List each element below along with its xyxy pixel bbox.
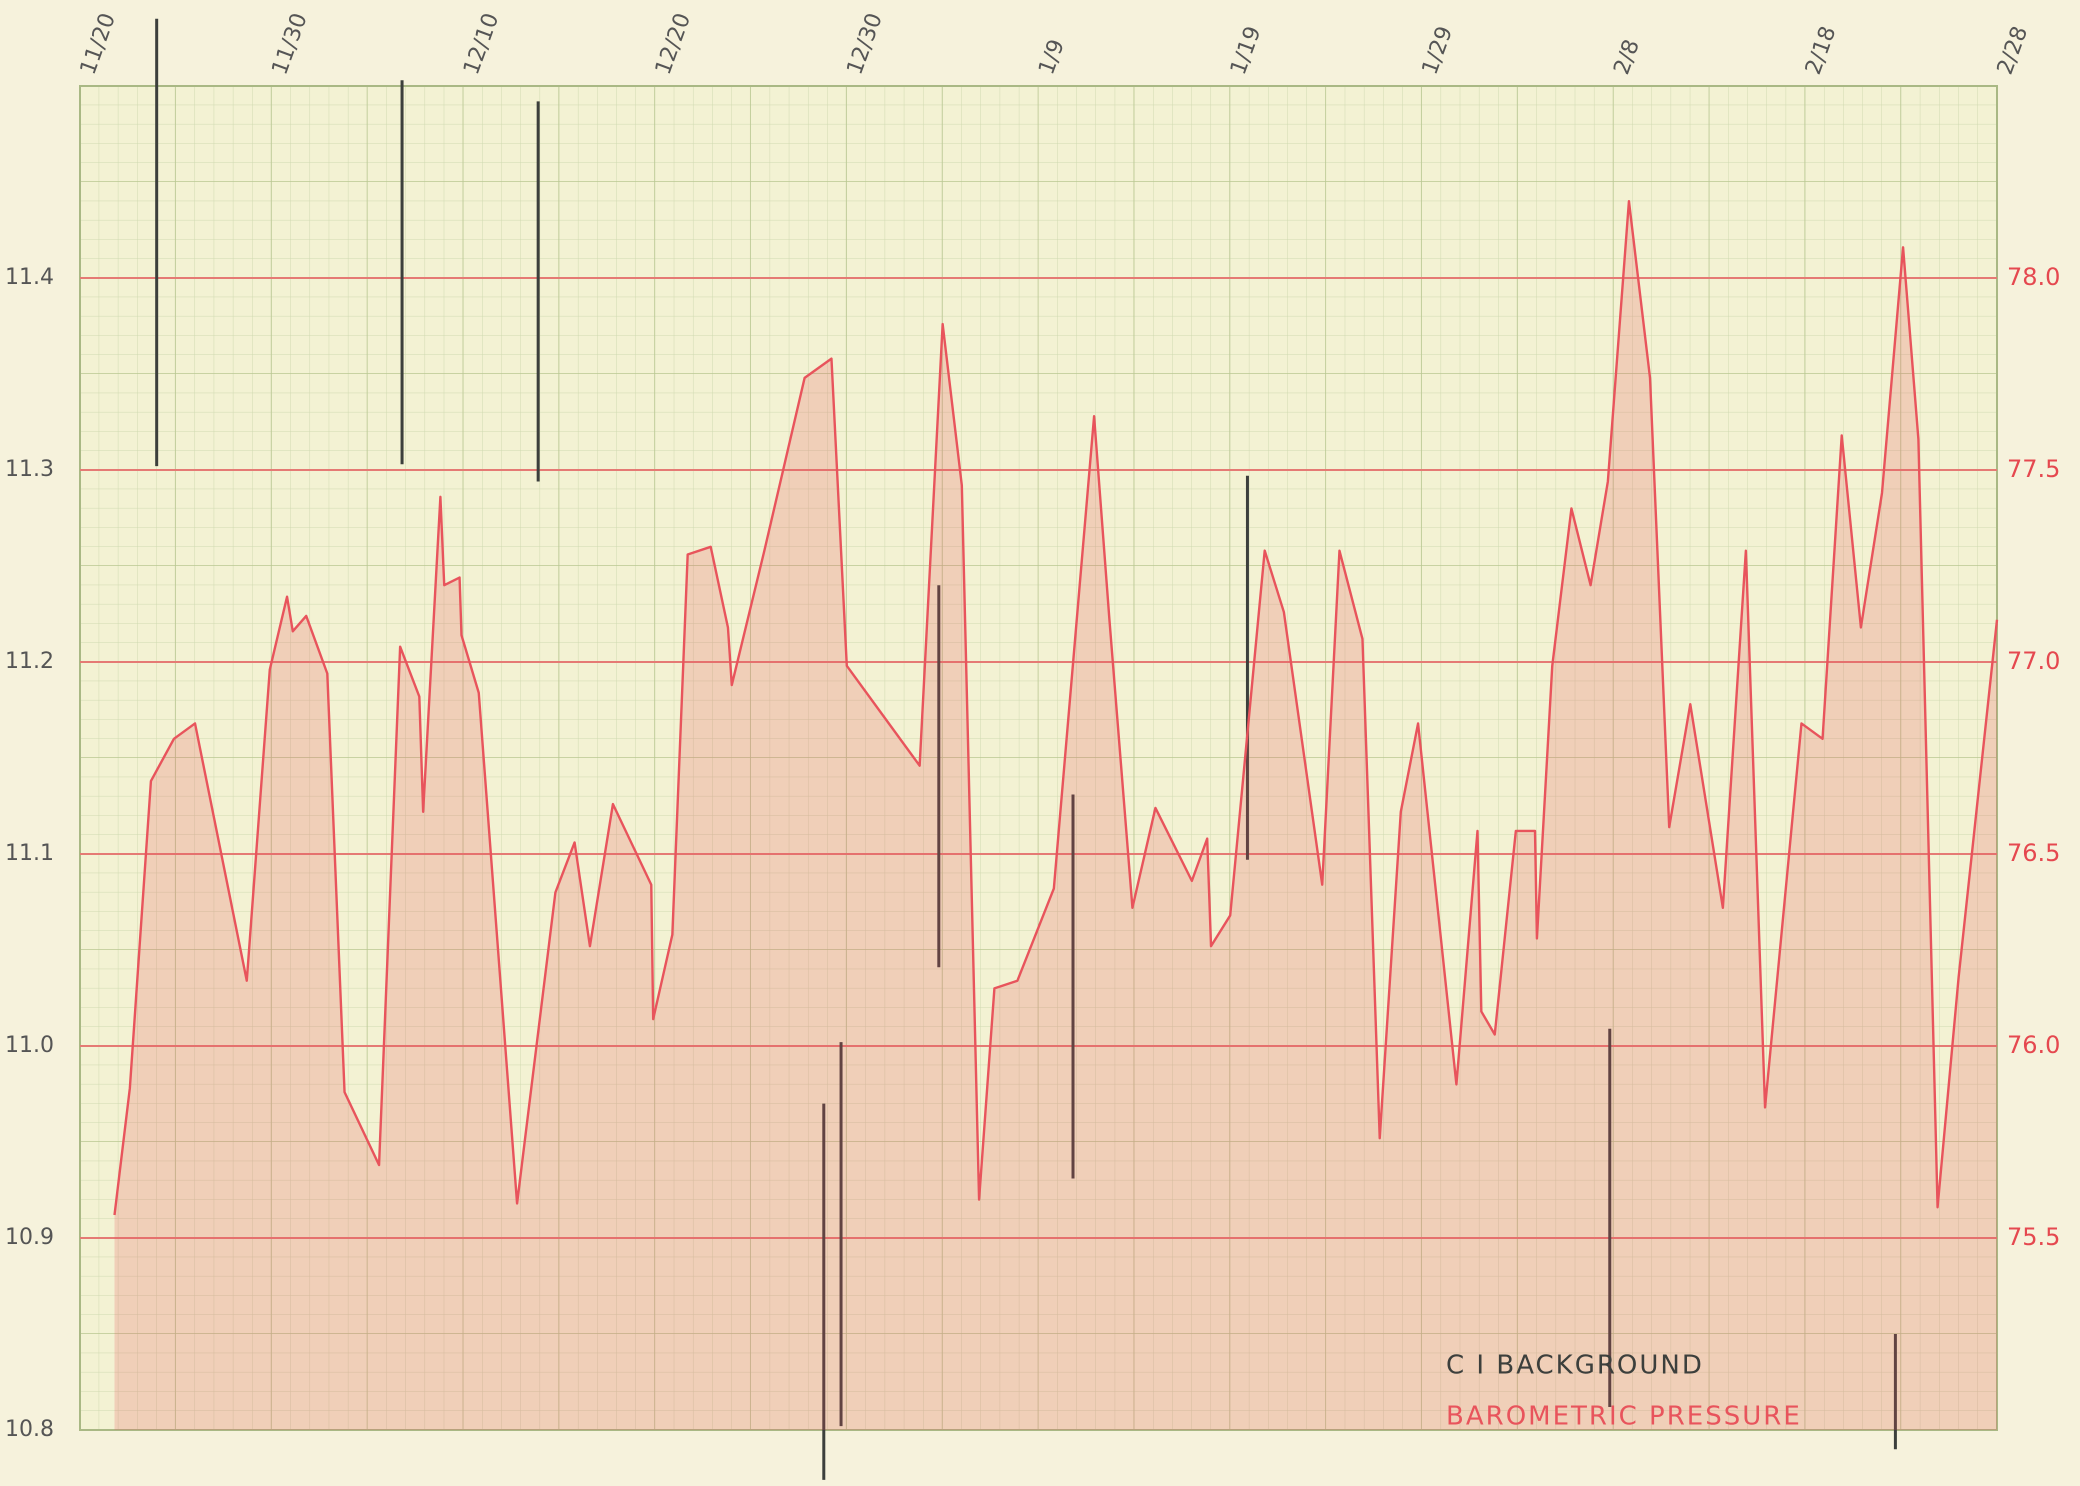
y2-tick-label: 78.0 xyxy=(2007,263,2060,291)
y-tick-label: 11.4 xyxy=(5,265,54,290)
y2-tick-label: 77.5 xyxy=(2007,455,2060,483)
y2-tick-label: 76.0 xyxy=(2007,1031,2060,1059)
line xyxy=(113,199,1999,1216)
legend-label: BAROMETRIC PRESSURE xyxy=(1446,1402,1802,1432)
y-tick-label: 11.0 xyxy=(5,1033,54,1058)
graph-paper-major xyxy=(80,86,1997,1430)
y-tick-label: 11.1 xyxy=(5,841,54,866)
legend-label: C I BACKGROUND xyxy=(1446,1351,1704,1381)
y2-tick-label: 76.5 xyxy=(2007,839,2060,867)
area-fill xyxy=(114,201,1998,1431)
y-tick-label: 11.3 xyxy=(5,457,54,482)
y-tick-label: 10.9 xyxy=(5,1225,54,1250)
y2-tick-label: 75.5 xyxy=(2007,1223,2060,1251)
plot-border xyxy=(79,85,1998,1431)
y-tick-label: 11.2 xyxy=(5,649,54,674)
y-tick-label: 10.8 xyxy=(5,1417,54,1442)
y2-tick-label: 77.0 xyxy=(2007,647,2060,675)
